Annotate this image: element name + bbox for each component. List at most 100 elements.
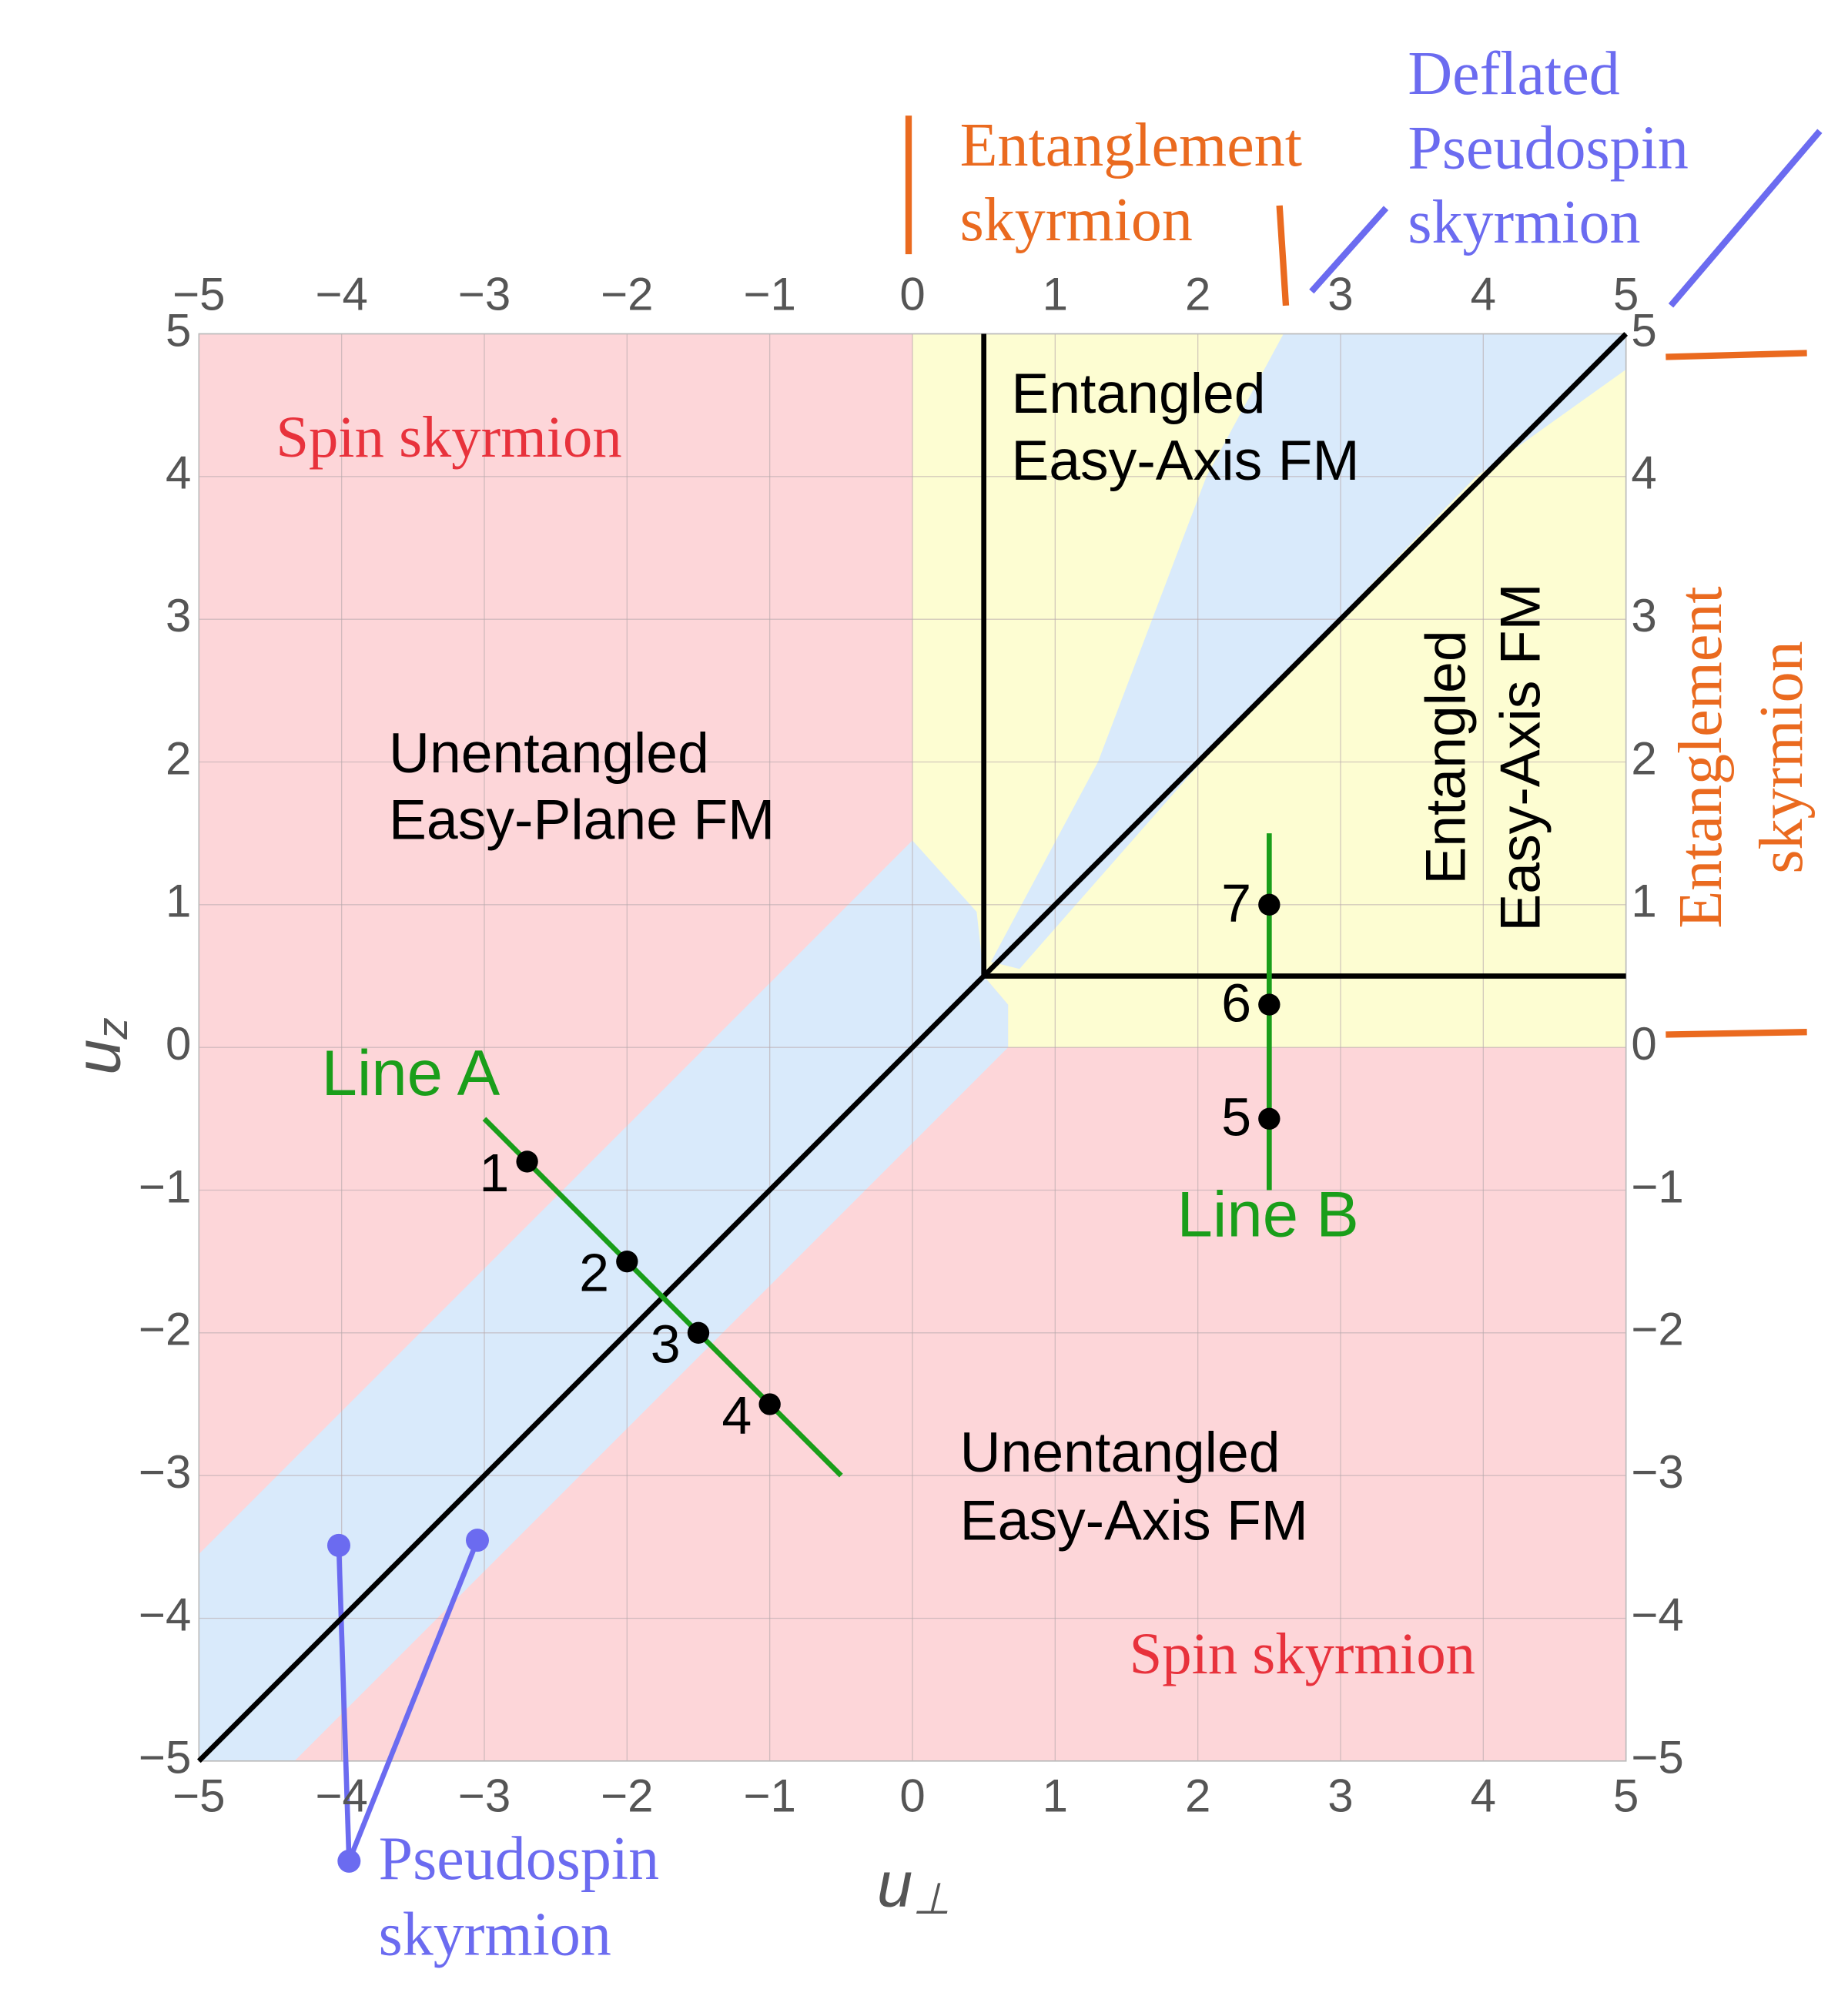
region-label: Easy-Axis FM (1488, 583, 1552, 931)
series-line (482, 1117, 843, 1478)
x-tick-label: 4 (1471, 1770, 1496, 1822)
y-tick-label: 0 (166, 1018, 191, 1070)
axis-label-base: u (877, 1849, 912, 1921)
x-tick-label-top: 5 (1613, 269, 1639, 320)
point (616, 1251, 638, 1273)
annotation-pointers (327, 116, 1823, 1873)
x-tick-label-top: 0 (899, 269, 925, 320)
region-label: Entangled (1414, 630, 1478, 884)
x-tick-label: −5 (172, 1770, 225, 1822)
axis-label-sub: ⊥ (912, 1875, 950, 1924)
x-tick-label-top: 1 (1043, 269, 1068, 320)
x-tick-label: 1 (1043, 1770, 1068, 1822)
region-label: skyrmion (379, 1901, 611, 1969)
x-tick-label: −1 (743, 1770, 795, 1822)
x-tick-label: −3 (458, 1770, 511, 1822)
region-label: Entanglement (960, 112, 1302, 179)
point (758, 1393, 781, 1415)
series-name: Line A (321, 1037, 500, 1109)
region-label: Easy-Axis FM (1011, 429, 1359, 492)
point-label: 3 (651, 1314, 681, 1374)
y-tick-label-right: −4 (1631, 1589, 1683, 1640)
pointer (1309, 206, 1389, 294)
x-tick-label: 0 (899, 1770, 925, 1822)
region-label: Spin skyrmion (1130, 1621, 1475, 1686)
point-label: 1 (479, 1143, 509, 1203)
point (1258, 893, 1281, 916)
region-label: Deflated (1408, 40, 1619, 108)
point-label: 5 (1221, 1087, 1251, 1147)
point-label: 7 (1221, 873, 1251, 933)
point (1258, 993, 1281, 1016)
axis-label: uz (62, 1017, 137, 1075)
x-tick-label-top: −3 (458, 269, 511, 320)
point-label: 4 (721, 1385, 752, 1445)
region-label: Spin skyrmion (276, 404, 621, 470)
region-label: Pseudospin (379, 1825, 660, 1893)
y-tick-label-right: 1 (1631, 876, 1656, 927)
region-label: Unentangled (389, 722, 709, 785)
y-tick-label: −2 (139, 1304, 191, 1355)
x-tick-label: 5 (1613, 1770, 1639, 1822)
axis-label-sub: z (89, 1017, 137, 1040)
x-tick-label-top: −1 (743, 269, 795, 320)
x-tick-label: −4 (315, 1770, 367, 1822)
pointer (1276, 205, 1290, 306)
region-label: Pseudospin (1408, 115, 1688, 183)
y-tick-label: −1 (139, 1160, 191, 1212)
y-tick-label-right: 0 (1631, 1018, 1656, 1070)
x-tick-label-top: −5 (172, 269, 225, 320)
y-tick-label: 4 (166, 447, 191, 499)
y-tick-label: 1 (166, 876, 191, 927)
y-tick-label-right: −1 (1631, 1160, 1683, 1212)
pointer-dot (327, 1533, 350, 1557)
pointer (1668, 129, 1823, 308)
x-tick-label-top: −2 (601, 269, 653, 320)
point-label: 2 (579, 1243, 609, 1303)
region-label: Entangled (1011, 362, 1265, 425)
y-tick-label-right: 5 (1631, 304, 1656, 356)
series-name: Line B (1177, 1179, 1359, 1251)
y-tick-label: 3 (166, 590, 191, 641)
pointer-dot (466, 1529, 489, 1552)
region-label: Unentangled (960, 1421, 1281, 1484)
phase-region (199, 840, 1009, 1761)
y-tick-label-right: 2 (1631, 732, 1656, 784)
pointer-dot (337, 1849, 361, 1873)
y-tick-label: −3 (139, 1446, 191, 1498)
point (1258, 1107, 1281, 1130)
pointer (1666, 1029, 1807, 1038)
pointer (1666, 350, 1807, 360)
region-label: Easy-Plane FM (389, 789, 775, 852)
axis-label-base: u (62, 1039, 133, 1074)
y-tick-label: 5 (166, 304, 191, 356)
phase-boundary (196, 332, 1629, 1763)
y-tick-label-right: 3 (1631, 590, 1656, 641)
region-label: Entanglement (1667, 586, 1735, 928)
y-tick-label: −5 (139, 1732, 191, 1783)
pointer (336, 1545, 352, 1861)
x-tick-label-top: 2 (1185, 269, 1210, 320)
y-tick-label: 2 (166, 732, 191, 784)
region-label: Easy-Axis FM (960, 1489, 1308, 1552)
x-tick-label: −2 (601, 1770, 653, 1822)
point (687, 1321, 710, 1344)
x-tick-label: 3 (1327, 1770, 1353, 1822)
region-label: skyrmion (1748, 641, 1816, 873)
region-label: skyrmion (1408, 189, 1640, 256)
x-tick-label-top: −4 (315, 269, 367, 320)
x-tick-label-top: 3 (1327, 269, 1353, 320)
x-tick-label-top: 4 (1471, 269, 1496, 320)
point-label: 6 (1221, 973, 1251, 1033)
axis-label: u⊥ (877, 1849, 951, 1924)
plot-frame (198, 333, 1627, 1762)
y-tick-label-right: 4 (1631, 447, 1656, 499)
y-tick-label-right: −5 (1631, 1732, 1683, 1783)
y-tick-label-right: −2 (1631, 1304, 1683, 1355)
y-tick-label: −4 (139, 1589, 191, 1640)
y-tick-label-right: −3 (1631, 1446, 1683, 1498)
point (516, 1150, 538, 1173)
region-label: skyrmion (960, 186, 1193, 254)
